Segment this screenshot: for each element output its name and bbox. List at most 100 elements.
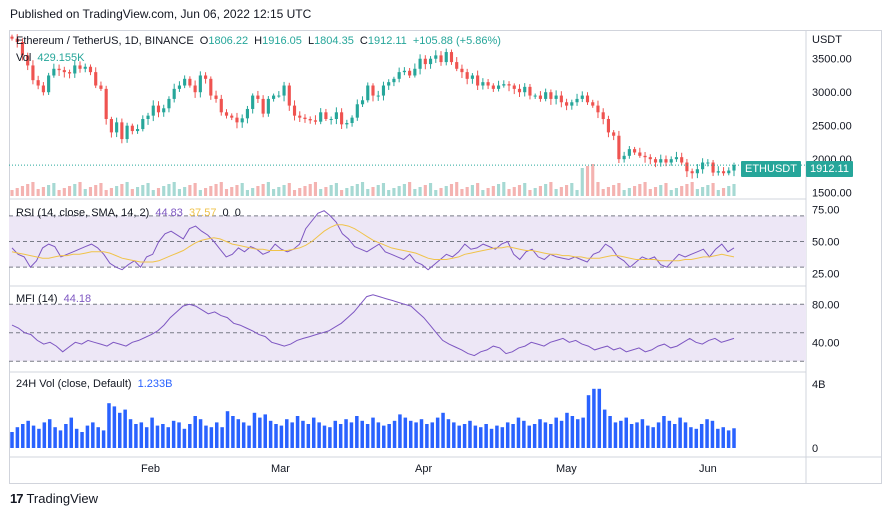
candle-body xyxy=(256,95,260,99)
vol24-legend[interactable]: 24H Vol (close, Default) 1.233B xyxy=(16,378,176,390)
volume-bar xyxy=(664,183,668,196)
price-tick-label: 2500.00 xyxy=(812,121,852,133)
candle-body xyxy=(193,85,197,93)
vol24-bar xyxy=(15,427,20,448)
candle-body xyxy=(355,104,359,118)
candle-body xyxy=(376,95,380,97)
volume-bar xyxy=(465,187,469,196)
volume-bar xyxy=(460,189,464,196)
candle-body xyxy=(67,72,72,74)
candle-body xyxy=(512,85,516,89)
candle-body xyxy=(444,52,448,63)
volume-bar xyxy=(308,184,312,196)
candle-body xyxy=(156,105,161,113)
vol24-bar xyxy=(586,395,591,448)
candle-body xyxy=(633,149,637,153)
volume-bar xyxy=(360,182,365,196)
vol24-bar xyxy=(430,422,435,448)
volume-bar xyxy=(727,186,731,196)
candle-body xyxy=(31,65,35,81)
vol24-bar xyxy=(225,411,230,448)
vol24-bar xyxy=(613,422,618,448)
candle-body xyxy=(397,72,401,79)
vol24-bar xyxy=(166,427,171,448)
volume-bar xyxy=(319,189,323,196)
volume-bar xyxy=(669,190,673,196)
vol24-bar xyxy=(608,416,612,448)
candle-body xyxy=(266,98,270,114)
volume-bar xyxy=(413,189,417,196)
rsi-sma-value: 37.57 xyxy=(188,207,217,219)
vol24-bar xyxy=(575,419,580,448)
published-info: Published on TradingView.com, Jun 06, 20… xyxy=(10,7,312,21)
month-label: Mar xyxy=(271,463,290,475)
vol24-bar xyxy=(554,417,558,448)
volume-bar xyxy=(130,189,134,196)
vol24-bar xyxy=(592,388,596,448)
candle-body xyxy=(491,85,495,89)
vol24-bar xyxy=(21,424,25,448)
volume-bar xyxy=(434,190,438,196)
rsi-tick-label: 50.00 xyxy=(812,237,840,249)
high-label: H xyxy=(254,35,263,47)
candle-body xyxy=(533,95,537,97)
volume-bar xyxy=(109,188,113,196)
volume-bar xyxy=(256,186,260,196)
candle-body xyxy=(167,98,171,109)
volume-bar xyxy=(685,184,689,196)
volume-bar xyxy=(371,187,375,196)
candle-body xyxy=(476,75,480,86)
volume-bar xyxy=(612,185,616,196)
candle-body xyxy=(575,98,579,103)
mfi-legend[interactable]: MFI (14) 44.18 xyxy=(16,293,94,305)
candle-body xyxy=(612,132,616,136)
volume-bar xyxy=(94,185,98,196)
volume-bar xyxy=(52,183,56,196)
vol24-bar xyxy=(457,425,461,448)
volume-bar xyxy=(240,183,244,196)
volume-bar xyxy=(177,189,181,196)
candle-body xyxy=(41,85,45,93)
volume-bar xyxy=(633,186,637,196)
vol24-bar xyxy=(543,422,548,448)
price-tick-label: 3000.00 xyxy=(812,87,852,99)
candle-body xyxy=(26,55,30,66)
vol-tick-label: 4B xyxy=(812,379,825,391)
rsi-legend[interactable]: RSI (14, close, SMA, 14, 2) 44.83 37.57 … xyxy=(16,207,244,219)
candle-body xyxy=(360,100,365,105)
candle-body xyxy=(727,170,731,174)
vol24-bar xyxy=(91,422,95,448)
mfi-title: MFI (14) xyxy=(16,293,58,305)
volume-bar xyxy=(659,185,663,196)
candle-body xyxy=(413,68,417,76)
candle-body xyxy=(36,80,40,86)
volume-bar xyxy=(355,184,359,196)
candle-body xyxy=(298,115,302,118)
rsi-line xyxy=(11,210,735,271)
volume-bar xyxy=(486,188,490,196)
vol24-bar xyxy=(118,412,122,448)
volume-bar xyxy=(303,186,307,196)
vol24-bar xyxy=(559,420,564,448)
vol24-bar xyxy=(85,425,90,448)
vol24-bar xyxy=(69,417,74,448)
candle-body xyxy=(230,115,234,118)
low-label: L xyxy=(307,35,315,47)
volume-bar xyxy=(512,187,516,196)
vol24-bar xyxy=(247,425,251,448)
vol24-bar xyxy=(511,424,515,448)
vol24-bar xyxy=(306,424,311,448)
volume-bar xyxy=(716,190,720,196)
vol24-bar xyxy=(710,420,715,448)
vol24-bar xyxy=(144,427,149,448)
vol24-bar xyxy=(344,419,348,448)
volume-bar xyxy=(104,190,108,196)
vol24-bar xyxy=(532,424,537,448)
candle-body xyxy=(486,82,490,86)
vol24-bar xyxy=(37,428,41,448)
volume-bar xyxy=(193,183,197,196)
vol24-bar xyxy=(161,424,165,448)
main-legend[interactable]: Ethereum / TetherUS, 1D, BINANCE O1806.2… xyxy=(16,35,504,47)
candle-body xyxy=(502,84,506,86)
